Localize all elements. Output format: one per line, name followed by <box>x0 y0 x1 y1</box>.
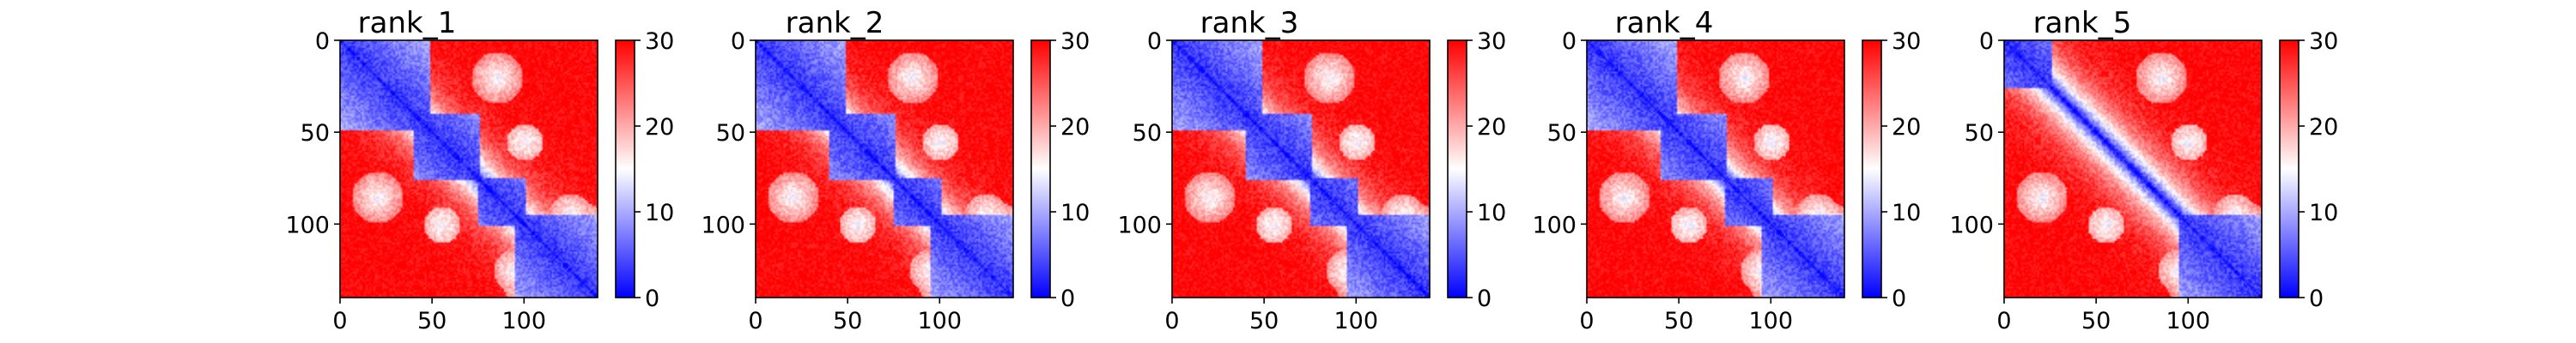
colorbar-axis: 0 10 20 30 <box>1467 28 1506 312</box>
heatmap-frame <box>1586 39 1845 298</box>
colorbar-tick-label: 20 <box>1892 114 1921 141</box>
y-axis: 0 50 100 <box>1532 28 1587 238</box>
colorbar <box>1862 39 1882 298</box>
y-axis: 0 50 100 <box>285 28 340 238</box>
y-tick-label: 100 <box>701 212 745 238</box>
x-tick-label: 100 <box>2166 308 2211 334</box>
colorbar-tick-label: 20 <box>645 114 674 141</box>
y-tick-label: 50 <box>301 120 330 147</box>
colorbar <box>615 39 635 298</box>
colorbar <box>1447 39 1467 298</box>
x-tick-label: 50 <box>833 308 862 334</box>
x-tick-label: 100 <box>1749 308 1794 334</box>
heatmap-image <box>340 40 598 298</box>
y-tick-label: 100 <box>1117 212 1162 238</box>
heatmap-panel: rank_3 0 50 100 0 50 100 0 10 20 30 <box>1117 6 1506 334</box>
x-tick-label: 0 <box>748 308 762 334</box>
x-tick-label: 50 <box>1664 308 1693 334</box>
panel-title: rank_3 <box>1200 6 1299 40</box>
x-tick-label: 0 <box>1996 308 2011 334</box>
colorbar-tick-label: 30 <box>1060 28 1090 55</box>
heatmap-frame <box>2003 39 2263 298</box>
y-axis: 0 50 100 <box>1949 28 2004 238</box>
y-tick-label: 0 <box>315 28 330 55</box>
x-tick-label: 100 <box>1334 308 1379 334</box>
heatmap-panel: rank_5 0 50 100 0 50 100 0 10 20 30 <box>1949 6 2338 334</box>
colorbar-axis: 0 10 20 30 <box>1881 28 1921 312</box>
heatmap-image <box>1587 40 1844 298</box>
colorbar-tick-label: 20 <box>2309 114 2338 141</box>
heatmap-image <box>756 40 1013 298</box>
y-tick-label: 100 <box>1949 212 1994 238</box>
x-tick-label: 100 <box>502 308 547 334</box>
y-tick-label: 50 <box>1133 120 1162 147</box>
y-axis: 0 50 100 <box>701 28 756 238</box>
colorbar-tick-label: 30 <box>2309 28 2338 55</box>
colorbar-axis: 0 10 20 30 <box>1050 28 1090 312</box>
x-axis: 0 50 100 <box>332 298 546 334</box>
colorbar-tick-label: 10 <box>1060 200 1090 226</box>
colorbar-tick-label: 30 <box>645 28 674 55</box>
y-tick-label: 0 <box>731 28 745 55</box>
colorbar-tick-label: 0 <box>1477 286 1492 312</box>
x-axis: 0 50 100 <box>1164 298 1378 334</box>
colorbar-tick-label: 10 <box>1477 200 1506 226</box>
colorbar-tick-label: 0 <box>645 286 659 312</box>
x-tick-label: 0 <box>332 308 347 334</box>
y-tick-label: 50 <box>1547 120 1577 147</box>
panel-title: rank_2 <box>786 6 884 40</box>
colorbar-tick-label: 10 <box>2309 200 2338 226</box>
heatmap-image <box>1172 40 1430 298</box>
colorbar <box>1030 39 1051 298</box>
x-axis: 0 50 100 <box>1579 298 1793 334</box>
y-tick-label: 0 <box>1147 28 1162 55</box>
colorbar-axis: 0 10 20 30 <box>2299 28 2338 312</box>
heatmap-frame <box>339 39 598 298</box>
colorbar-axis: 0 10 20 30 <box>635 28 674 312</box>
colorbar-tick-label: 30 <box>1477 28 1506 55</box>
y-tick-label: 0 <box>1562 28 1577 55</box>
x-tick-label: 0 <box>1579 308 1594 334</box>
heatmap-panel: rank_2 0 50 100 0 50 100 0 10 20 30 <box>701 6 1090 334</box>
colorbar-tick-label: 0 <box>1892 286 1906 312</box>
colorbar-tick-label: 20 <box>1060 114 1090 141</box>
heatmap-panel: rank_1 0 50 100 0 50 100 0 10 20 30 <box>285 6 674 334</box>
x-tick-label: 0 <box>1164 308 1179 334</box>
x-axis: 0 50 100 <box>1996 298 2210 334</box>
y-tick-label: 100 <box>285 212 330 238</box>
panel-title: rank_1 <box>358 6 457 40</box>
x-axis: 0 50 100 <box>748 298 962 334</box>
colorbar <box>2279 39 2300 298</box>
x-tick-label: 50 <box>1249 308 1279 334</box>
x-tick-label: 100 <box>918 308 963 334</box>
colorbar-tick-label: 10 <box>1892 200 1921 226</box>
x-tick-label: 50 <box>2081 308 2111 334</box>
colorbar-tick-label: 30 <box>1892 28 1921 55</box>
panel-title: rank_5 <box>2033 6 2132 40</box>
colorbar-tick-label: 0 <box>2309 286 2324 312</box>
y-axis: 0 50 100 <box>1117 28 1172 238</box>
heatmap-image <box>2004 40 2262 298</box>
y-tick-label: 50 <box>1965 120 1994 147</box>
panel-title: rank_4 <box>1615 6 1714 40</box>
colorbar-tick-label: 10 <box>645 200 674 226</box>
colorbar-tick-label: 0 <box>1060 286 1075 312</box>
heatmap-frame <box>755 39 1014 298</box>
colorbar-tick-label: 20 <box>1477 114 1506 141</box>
heatmap-panel: rank_4 0 50 100 0 50 100 0 10 20 30 <box>1532 6 1921 334</box>
y-tick-label: 50 <box>716 120 745 147</box>
x-tick-label: 50 <box>417 308 447 334</box>
y-tick-label: 0 <box>1979 28 1994 55</box>
y-tick-label: 100 <box>1532 212 1577 238</box>
heatmap-frame <box>1171 39 1431 298</box>
